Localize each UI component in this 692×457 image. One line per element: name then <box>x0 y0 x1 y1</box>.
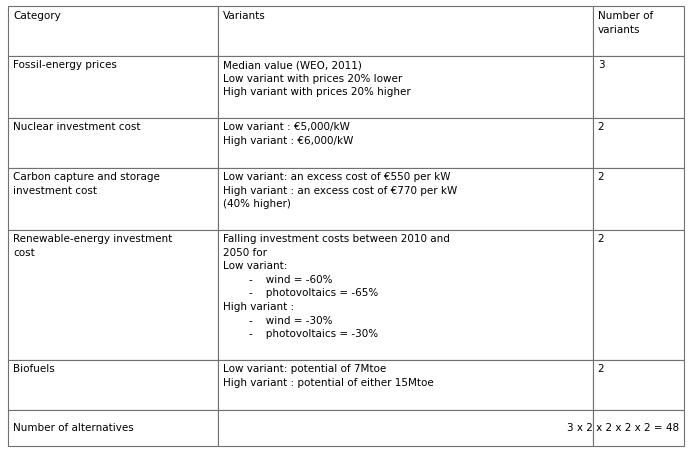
Bar <box>217 118 593 168</box>
Bar <box>217 56 593 118</box>
Bar <box>8 168 217 230</box>
Bar <box>8 360 217 410</box>
Text: 3: 3 <box>598 60 604 70</box>
Bar <box>593 410 684 446</box>
Bar <box>593 56 684 118</box>
Bar <box>217 168 593 230</box>
Bar <box>217 410 593 446</box>
Bar <box>8 6 217 56</box>
Text: 2: 2 <box>598 234 604 244</box>
Text: Falling investment costs between 2010 and
2050 for
Low variant:
        -    win: Falling investment costs between 2010 an… <box>223 234 449 339</box>
Text: Median value (WEO, 2011)
Low variant with prices 20% lower
High variant with pri: Median value (WEO, 2011) Low variant wit… <box>223 60 410 97</box>
Bar <box>8 230 217 360</box>
Text: Low variant: potential of 7Mtoe
High variant : potential of either 15Mtoe: Low variant: potential of 7Mtoe High var… <box>223 364 433 388</box>
Bar <box>593 6 684 56</box>
Text: Low variant: an excess cost of €550 per kW
High variant : an excess cost of €770: Low variant: an excess cost of €550 per … <box>223 172 457 209</box>
Text: Renewable-energy investment
cost: Renewable-energy investment cost <box>13 234 172 258</box>
Bar <box>593 360 684 410</box>
Bar <box>8 410 217 446</box>
Text: 2: 2 <box>598 364 604 374</box>
Text: Category: Category <box>13 11 61 21</box>
Text: Number of alternatives: Number of alternatives <box>13 423 134 433</box>
Text: Low variant : €5,000/kW
High variant : €6,000/kW: Low variant : €5,000/kW High variant : €… <box>223 122 353 146</box>
Text: 2: 2 <box>598 122 604 132</box>
Text: 2: 2 <box>598 172 604 182</box>
Bar <box>217 360 593 410</box>
Text: Carbon capture and storage
investment cost: Carbon capture and storage investment co… <box>13 172 160 196</box>
Bar <box>217 6 593 56</box>
Text: Fossil-energy prices: Fossil-energy prices <box>13 60 117 70</box>
Bar <box>593 118 684 168</box>
Text: Nuclear investment cost: Nuclear investment cost <box>13 122 140 132</box>
Text: Biofuels: Biofuels <box>13 364 55 374</box>
Bar <box>217 230 593 360</box>
Text: Number of
variants: Number of variants <box>598 11 653 35</box>
Bar <box>8 56 217 118</box>
Text: Variants: Variants <box>223 11 265 21</box>
Bar <box>593 230 684 360</box>
Bar <box>8 118 217 168</box>
Bar <box>593 168 684 230</box>
Text: 3 x 2 x 2 x 2 x 2 = 48: 3 x 2 x 2 x 2 x 2 = 48 <box>567 423 679 433</box>
